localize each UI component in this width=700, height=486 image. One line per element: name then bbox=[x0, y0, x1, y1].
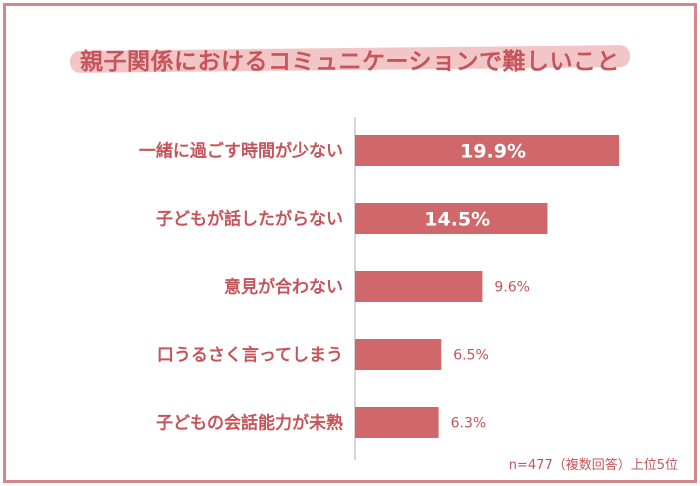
category-label: 子どもの会話能力が未熟 bbox=[156, 413, 343, 434]
bar bbox=[355, 407, 439, 438]
data-label: 19.9% bbox=[460, 141, 526, 163]
chart-title: 親子関係におけるコミュニケーションで難しいこと bbox=[79, 49, 621, 75]
title-area: 親子関係におけるコミュニケーションで難しいこと bbox=[0, 0, 700, 100]
sample-note: n=477（複数回答）上位5位 bbox=[508, 458, 678, 473]
data-label: 14.5% bbox=[424, 209, 490, 231]
data-label: 6.5% bbox=[453, 348, 489, 364]
data-label: 6.3% bbox=[451, 416, 487, 432]
data-label: 9.6% bbox=[494, 280, 530, 296]
bar bbox=[355, 135, 620, 166]
bar bbox=[355, 203, 548, 234]
category-label: 子どもが話したがらない bbox=[156, 209, 343, 230]
category-label: 意見が合わない bbox=[224, 277, 343, 298]
bar bbox=[355, 271, 483, 302]
category-label: 口うるさく言ってしまう bbox=[157, 345, 343, 366]
category-label: 一緒に過ごす時間が少ない bbox=[139, 141, 343, 162]
bar bbox=[355, 339, 442, 370]
chart-frame bbox=[3, 3, 697, 483]
